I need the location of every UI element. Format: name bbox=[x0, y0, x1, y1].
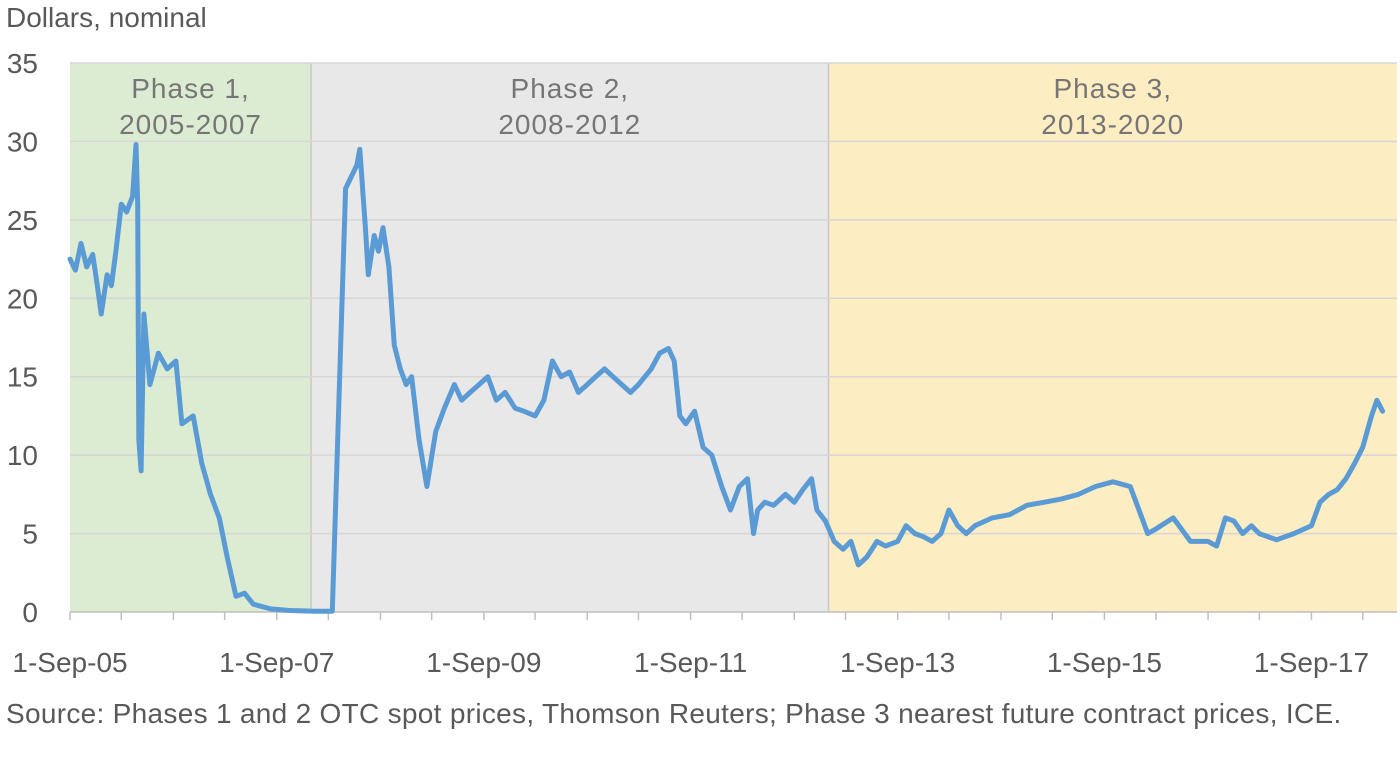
y-tick-label: 5 bbox=[22, 519, 38, 550]
price-series-line bbox=[67, 142, 1386, 614]
x-tick-label: 1-Sep-13 bbox=[840, 647, 955, 678]
y-tick-label: 25 bbox=[7, 205, 38, 236]
phase-label-line1: Phase 1, bbox=[131, 73, 250, 104]
x-tick-label: 1-Sep-05 bbox=[12, 647, 127, 678]
phase-label-line2: 2008-2012 bbox=[498, 109, 641, 140]
y-tick-label: 20 bbox=[7, 283, 38, 314]
y-tick-label: 10 bbox=[7, 440, 38, 471]
x-tick-label: 1-Sep-09 bbox=[426, 647, 541, 678]
phase-label-line2: 2005-2007 bbox=[119, 109, 262, 140]
y-axis-label: Dollars, nominal bbox=[6, 2, 207, 33]
x-tick-label: 1-Sep-07 bbox=[219, 647, 334, 678]
y-tick-label: 0 bbox=[22, 597, 38, 628]
x-tick-label: 1-Sep-11 bbox=[634, 647, 747, 678]
phase-band-2 bbox=[311, 63, 829, 612]
phase-band-1 bbox=[70, 63, 312, 612]
y-tick-label: 30 bbox=[7, 126, 38, 157]
phase-label-line1: Phase 3, bbox=[1053, 73, 1172, 104]
x-tick-label: 1-Sep-15 bbox=[1047, 647, 1162, 678]
phase-label-line1: Phase 2, bbox=[511, 73, 630, 104]
y-tick-label: 15 bbox=[7, 362, 38, 393]
y-tick-label: 35 bbox=[7, 48, 38, 79]
phase-band-3 bbox=[828, 63, 1397, 612]
source-note: Source: Phases 1 and 2 OTC spot prices, … bbox=[6, 698, 1342, 729]
line-chart: 0 5 10 15 20 25 30 35 1-Sep-05 1-Sep-07 1-Sep-09 1-… bbox=[7, 48, 1397, 678]
x-tick-label: 1-Sep-17 bbox=[1254, 647, 1369, 678]
phase-label-line2: 2013-2020 bbox=[1041, 109, 1184, 140]
